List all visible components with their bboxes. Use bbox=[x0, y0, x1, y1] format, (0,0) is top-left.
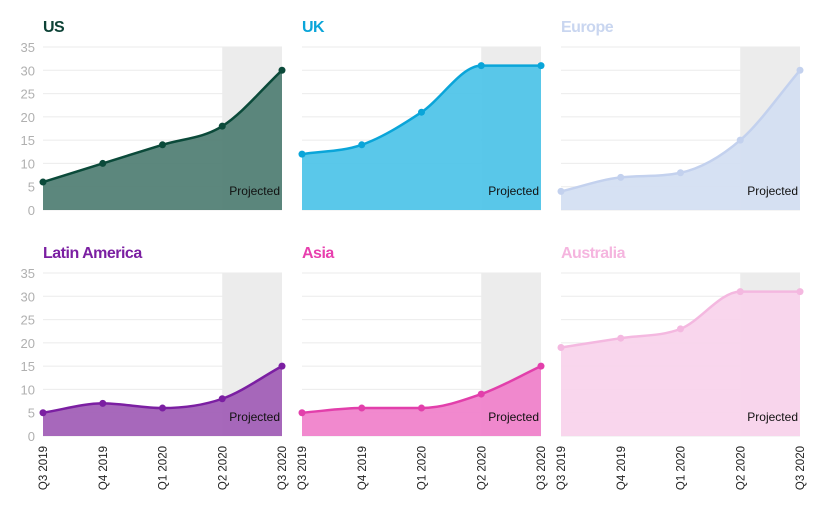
x-tick-label: Q4 2019 bbox=[357, 446, 369, 490]
y-tick-label: 25 bbox=[21, 313, 35, 328]
data-point bbox=[477, 62, 485, 70]
data-point bbox=[218, 395, 226, 403]
x-tick-label: Q3 2020 bbox=[277, 446, 289, 490]
projected-label: Projected bbox=[488, 410, 539, 424]
data-point bbox=[358, 404, 366, 412]
data-point bbox=[99, 399, 107, 407]
x-tick-label: Q3 2020 bbox=[536, 446, 548, 490]
x-tick-label: Q2 2020 bbox=[735, 446, 747, 490]
data-point bbox=[677, 169, 684, 177]
y-tick-label: 30 bbox=[21, 289, 35, 304]
x-tick-label: Q1 2020 bbox=[158, 446, 170, 490]
x-tick-label: Q4 2019 bbox=[616, 446, 628, 490]
data-point bbox=[796, 66, 804, 74]
y-tick-label: 0 bbox=[28, 429, 35, 444]
x-tick-label: Q3 2019 bbox=[38, 446, 50, 490]
panel-title: Europe bbox=[561, 19, 614, 36]
x-tick-label: Q4 2019 bbox=[98, 446, 110, 490]
y-tick-label: 25 bbox=[21, 87, 35, 102]
data-point bbox=[796, 288, 804, 296]
y-tick-label: 35 bbox=[21, 266, 35, 281]
panel-title: UK bbox=[302, 19, 325, 36]
x-tick-label: Q3 2020 bbox=[795, 446, 807, 490]
data-point bbox=[557, 344, 565, 352]
data-point bbox=[736, 136, 744, 144]
data-point bbox=[278, 362, 286, 370]
x-tick-label: Q1 2020 bbox=[417, 446, 429, 490]
area-fill bbox=[43, 70, 282, 211]
data-point bbox=[736, 288, 744, 296]
data-point bbox=[617, 173, 625, 181]
panel-title: Australia bbox=[561, 245, 626, 262]
data-point bbox=[418, 108, 425, 116]
y-tick-label: 5 bbox=[28, 180, 35, 195]
panel-australia: Australia Projected Q3 2019 Q4 2019 Q1 2020 Q… bbox=[556, 245, 807, 490]
projected-label: Projected bbox=[229, 184, 280, 198]
data-point bbox=[617, 334, 625, 342]
area-fill bbox=[302, 65, 541, 210]
projected-label: Projected bbox=[229, 410, 280, 424]
x-tick-label: Q3 2019 bbox=[297, 446, 309, 490]
data-point bbox=[99, 159, 107, 167]
area-fill bbox=[561, 70, 800, 211]
area-fill bbox=[561, 291, 800, 436]
y-tick-label: 30 bbox=[21, 63, 35, 78]
data-point bbox=[298, 409, 306, 417]
y-tick-label: 0 bbox=[28, 203, 35, 218]
data-point bbox=[39, 409, 47, 417]
y-tick-label: 20 bbox=[21, 336, 35, 351]
data-point bbox=[159, 404, 166, 412]
data-point bbox=[537, 62, 545, 70]
y-tick-label: 10 bbox=[21, 156, 35, 171]
data-point bbox=[477, 390, 485, 398]
x-tick-label: Q3 2019 bbox=[556, 446, 568, 490]
x-tick-label: Q2 2020 bbox=[217, 446, 229, 490]
data-point bbox=[159, 141, 166, 149]
panel-latin-america: Latin America 0 5 10 15 20 25 30 35 Projected Q3 2… bbox=[21, 245, 289, 490]
x-tick-label: Q1 2020 bbox=[676, 446, 688, 490]
panel-title: Latin America bbox=[43, 245, 142, 262]
y-tick-label: 35 bbox=[21, 40, 35, 55]
x-tick-label: Q2 2020 bbox=[476, 446, 488, 490]
data-point bbox=[278, 66, 286, 74]
panel-title: US bbox=[43, 19, 65, 36]
data-point bbox=[418, 404, 425, 412]
projected-label: Projected bbox=[747, 184, 798, 198]
data-point bbox=[39, 178, 47, 186]
data-point bbox=[557, 187, 565, 195]
y-tick-label: 10 bbox=[21, 382, 35, 397]
data-point bbox=[677, 325, 684, 333]
projected-label: Projected bbox=[747, 410, 798, 424]
projected-label: Projected bbox=[488, 184, 539, 198]
data-point bbox=[218, 122, 226, 130]
data-point bbox=[298, 150, 306, 158]
y-tick-label: 15 bbox=[21, 359, 35, 374]
y-tick-label: 5 bbox=[28, 406, 35, 421]
area-fill bbox=[302, 366, 541, 436]
y-tick-label: 15 bbox=[21, 133, 35, 148]
panel-asia: Asia Projected Q3 2019 Q4 2019 Q1 2020 Q2 202… bbox=[297, 245, 548, 490]
panel-uk: UK Projected bbox=[298, 19, 545, 211]
panel-us: US 0 5 10 15 20 25 30 35 Projected bbox=[21, 19, 286, 218]
area-fill bbox=[43, 366, 282, 436]
panel-title: Asia bbox=[302, 245, 334, 262]
panel-europe: Europe Projected bbox=[557, 19, 804, 211]
data-point bbox=[358, 141, 366, 149]
data-point bbox=[537, 362, 545, 370]
y-tick-label: 20 bbox=[21, 110, 35, 125]
